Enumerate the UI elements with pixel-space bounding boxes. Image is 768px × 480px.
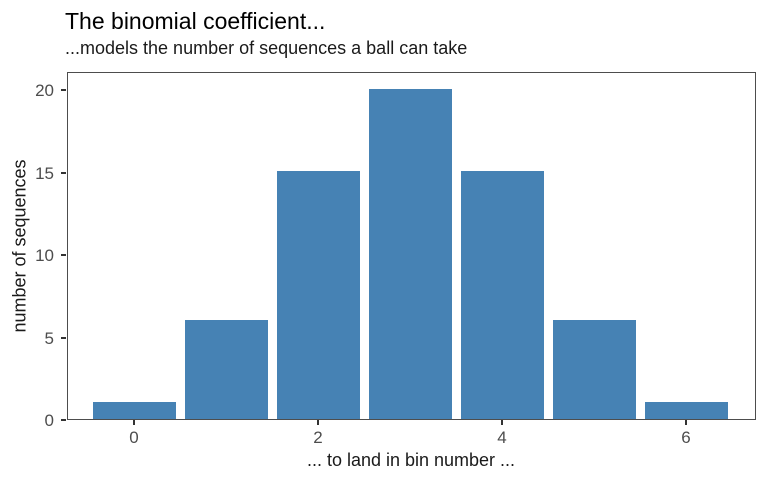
x-tick-mark [133,420,135,425]
chart-subtitle: ...models the number of sequences a ball… [65,38,468,58]
x-tick-label: 4 [497,428,507,447]
y-tick-label: 15 [35,163,54,183]
y-tick-label: 0 [44,411,54,430]
y-tick-mark [61,254,66,256]
y-tick-mark [61,89,66,91]
x-tick-mark [501,420,503,425]
y-tick-mark [61,419,66,421]
bar-bin-1 [184,320,268,419]
y-tick-label: 20 [35,81,54,100]
bar-bin-5 [552,320,636,419]
chart-title: The binomial coefficient... [65,8,326,34]
x-tick-label: 6 [681,428,691,447]
plot-panel [67,72,756,420]
x-tick-label: 0 [129,428,139,447]
x-tick-label: 2 [313,428,323,447]
bar-bin-4 [460,171,544,419]
bar-bin-6 [644,402,728,419]
bar-bin-2 [276,171,360,419]
y-tick-mark [61,336,66,339]
y-tick-label: 10 [35,246,54,265]
x-tick-mark [317,420,319,425]
bar-bin-0 [92,402,176,419]
bar-bin-3 [368,89,452,419]
x-tick-mark [685,420,687,425]
y-tick-mark [61,171,66,174]
x-axis-title: ... to land in bin number ... [306,450,516,470]
y-tick-label: 5 [44,328,54,348]
y-axis-title: number of sequences [9,159,30,333]
